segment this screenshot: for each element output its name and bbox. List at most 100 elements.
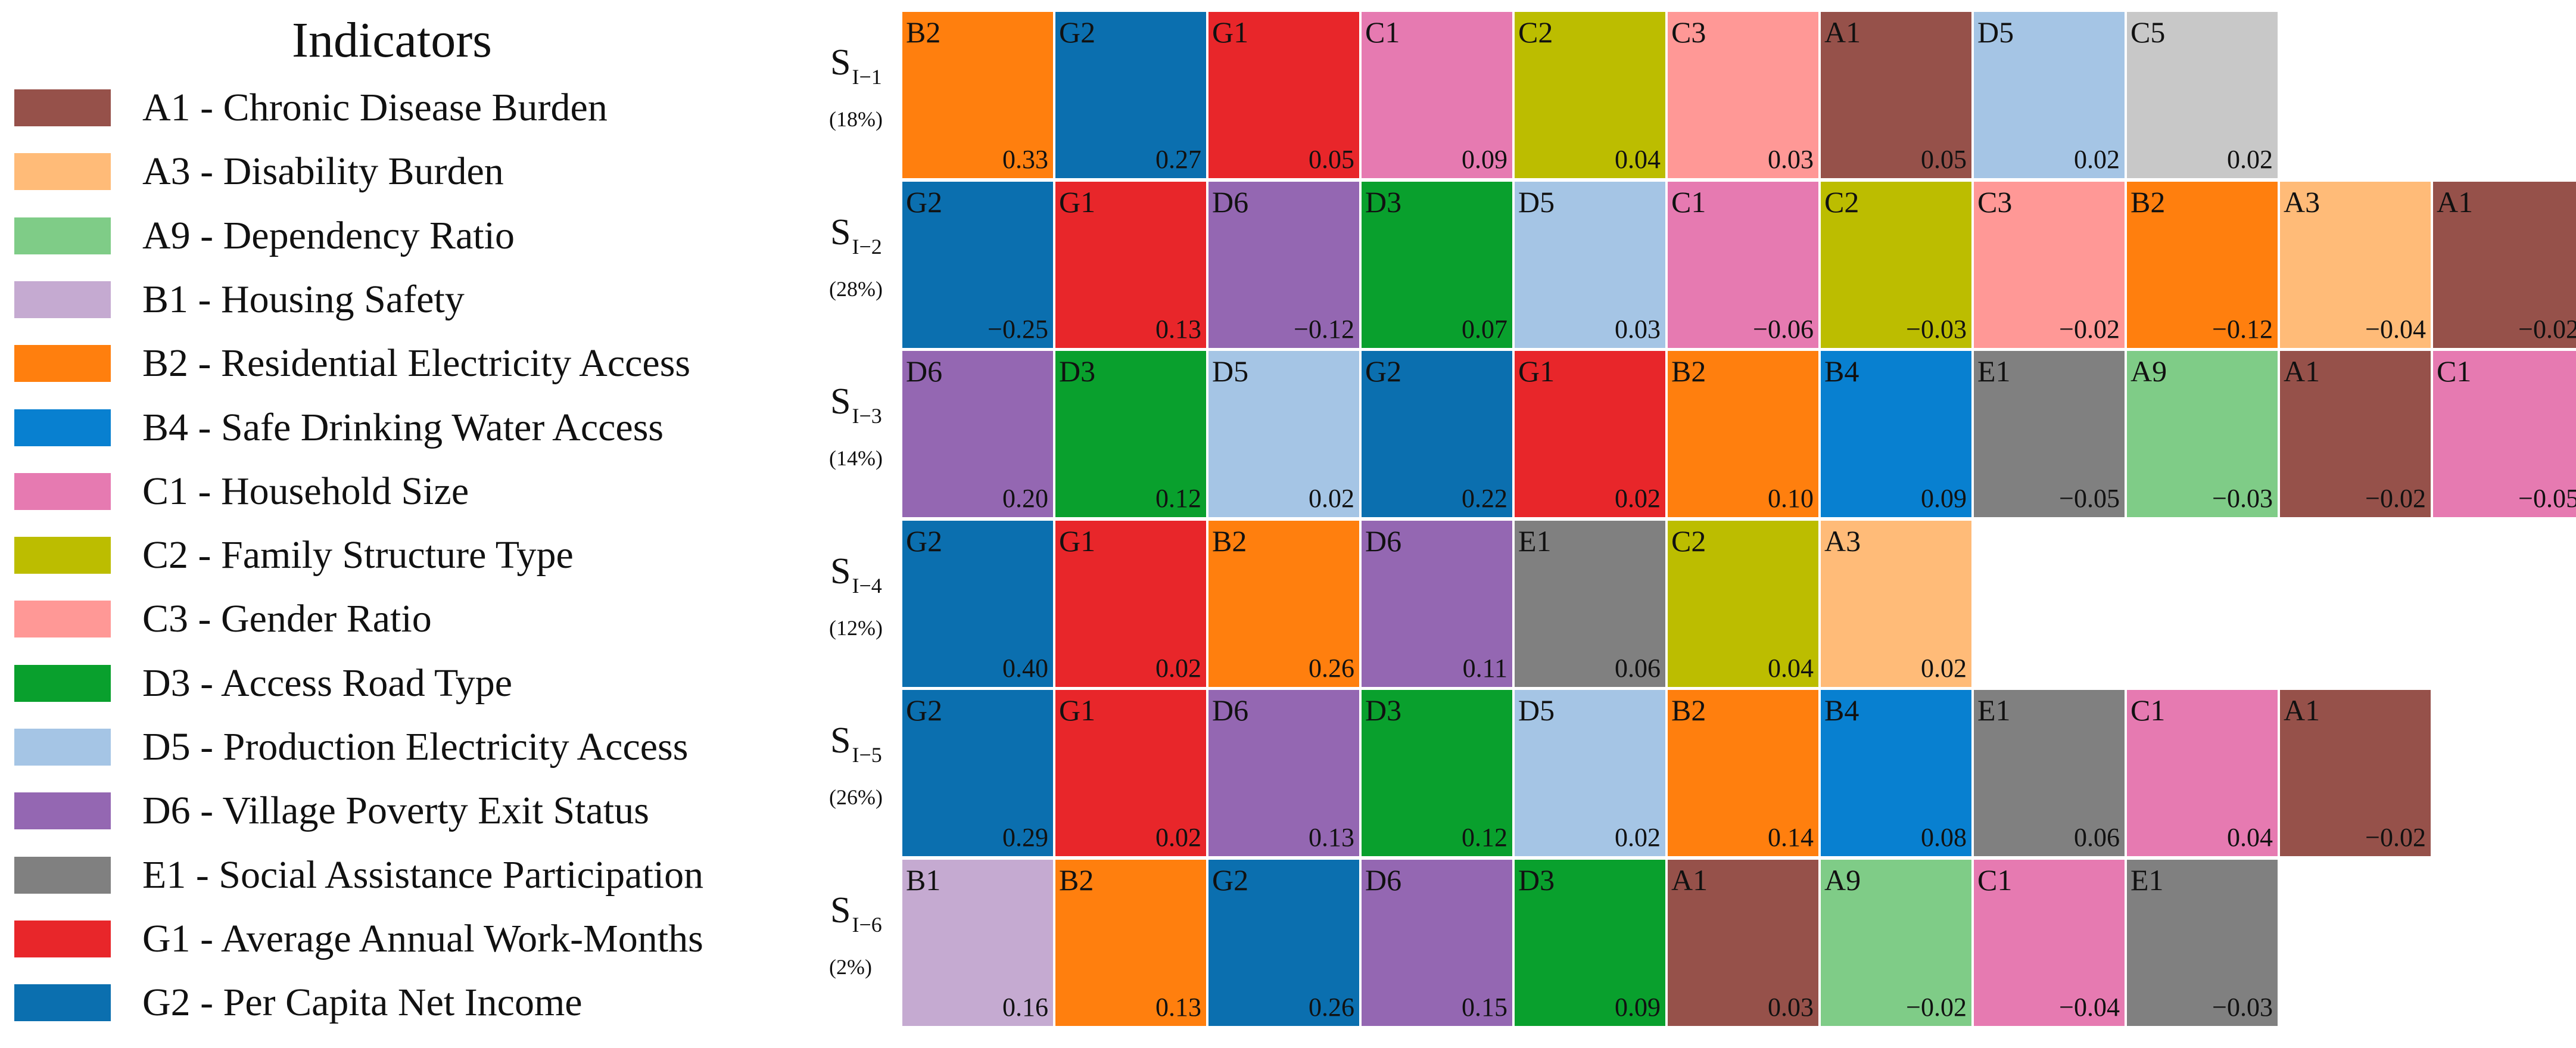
tile-code: D3	[1518, 863, 1555, 897]
legend-label: E1 - Social Assistance Participation	[142, 853, 704, 897]
tile-code: C5	[2130, 15, 2166, 49]
heatmap-tile: B2 −0.12	[2126, 180, 2279, 349]
tile-value: 0.16	[1002, 992, 1048, 1022]
tile-value: 0.40	[1002, 653, 1048, 683]
heatmap-tile: A3 −0.04	[2279, 180, 2432, 349]
legend-label: A3 - Disability Burden	[142, 150, 504, 194]
tile-code: C1	[2437, 354, 2472, 388]
tile-value: −0.06	[1753, 314, 1814, 344]
tile-value: 0.02	[1155, 653, 1201, 683]
tile-code: B1	[906, 863, 941, 897]
tile-code: B2	[1671, 694, 1706, 727]
heatmap-tile: G1 0.13	[1054, 180, 1207, 349]
legend-label: A1 - Chronic Disease Burden	[142, 86, 608, 129]
row-share: (2%)	[829, 954, 872, 979]
tile-code: G1	[1518, 354, 1555, 388]
heatmap-tile: D5 0.02	[1207, 350, 1360, 518]
heatmap-tile: C1 0.09	[1360, 11, 1513, 179]
heatmap-tile: C1 −0.04	[1973, 858, 2126, 1027]
heatmap-tile: G2 0.26	[1207, 858, 1360, 1027]
tile-code: C1	[2130, 694, 2166, 727]
tile-value: 0.06	[2074, 823, 2120, 852]
heatmap-tile: D3 0.12	[1054, 350, 1207, 518]
tile-value: 0.12	[1462, 823, 1507, 852]
heatmap-tile: A1 −0.02	[2279, 689, 2432, 857]
tile-code: D5	[1518, 185, 1555, 219]
tile-value: 0.02	[1615, 484, 1661, 513]
legend-label: B4 - Safe Drinking Water Access	[142, 405, 664, 449]
heatmap-tile: A1 −0.02	[2432, 180, 2576, 349]
tile-code: D6	[1212, 694, 1249, 727]
tile-code: G2	[1212, 863, 1249, 897]
tile-value: 0.13	[1155, 314, 1201, 344]
heatmap-tile: E1 −0.03	[2126, 858, 2279, 1027]
tile-value: −0.12	[1294, 314, 1354, 344]
legend-swatch	[14, 920, 111, 957]
heatmap-tile: C2 0.04	[1667, 519, 1820, 688]
row-name-subscript: I−5	[852, 743, 882, 767]
tile-code: G2	[1365, 354, 1402, 388]
tile-value: −0.05	[2059, 484, 2120, 513]
legend-swatch	[14, 153, 111, 191]
tile-code: C1	[1977, 863, 2013, 897]
tile-code: D6	[906, 354, 943, 388]
tile-code: C2	[1518, 15, 1553, 49]
heatmap-tile: D5 0.02	[1513, 689, 1667, 857]
tile-code: C3	[1977, 185, 2013, 219]
legend-label: D3 - Access Road Type	[142, 661, 513, 705]
tile-value: −0.12	[2212, 314, 2273, 344]
tile-value: −0.02	[1906, 992, 1967, 1022]
legend-item: G1 - Average Annual Work-Months	[14, 917, 806, 984]
row-name-main: S	[830, 42, 851, 83]
legend-title: Indicators	[292, 13, 492, 68]
tile-value: −0.25	[988, 314, 1048, 344]
legend-swatch	[14, 409, 111, 446]
legend-swatch	[14, 729, 111, 766]
tile-value: 0.11	[1462, 653, 1507, 683]
row-name-main: S	[830, 720, 851, 761]
tile-value: 0.12	[1155, 484, 1201, 513]
row-name-main: S	[830, 381, 851, 422]
tile-code: D5	[1212, 354, 1249, 388]
tile-value: 0.13	[1309, 823, 1354, 852]
legend-label: G2 - Per Capita Net Income	[142, 981, 583, 1025]
tile-code: B2	[906, 15, 941, 49]
tile-code: E1	[2130, 863, 2164, 897]
tile-value: −0.04	[2365, 314, 2426, 344]
row-name: SI−6	[830, 890, 882, 937]
tile-value: −0.02	[2059, 314, 2120, 344]
tile-value: 0.15	[1462, 992, 1507, 1022]
legend-label: C2 - Family Structure Type	[142, 533, 574, 577]
heatmap-tile: D6 0.15	[1360, 858, 1513, 1027]
heatmap-tile: C3 0.03	[1667, 11, 1820, 179]
tile-code: G1	[1059, 694, 1096, 727]
legend-item: C1 - Household Size	[14, 469, 806, 537]
heatmap-tile: B2 0.10	[1667, 350, 1820, 518]
legend-swatch	[14, 281, 111, 318]
tile-code: B2	[2130, 185, 2166, 219]
heatmap-tile: G2 0.27	[1054, 11, 1207, 179]
tile-code: E1	[1518, 524, 1552, 558]
row-name-subscript: I−4	[852, 573, 882, 598]
tile-code: B4	[1824, 694, 1859, 727]
tile-value: 0.13	[1155, 992, 1201, 1022]
row-name-subscript: I−6	[852, 912, 882, 937]
heatmap-tile: D6 0.13	[1207, 689, 1360, 857]
tile-value: 0.02	[1615, 823, 1661, 852]
tile-value: 0.02	[2074, 145, 2120, 174]
heatmap-tile: D6 0.11	[1360, 519, 1513, 688]
legend-item: A3 - Disability Burden	[14, 150, 806, 217]
row-name: SI−5	[830, 720, 882, 767]
legend-item: G2 - Per Capita Net Income	[14, 981, 806, 1048]
tile-value: 0.03	[1768, 145, 1814, 174]
legend-swatch	[14, 472, 111, 510]
tile-code: C1	[1365, 15, 1400, 49]
legend-swatch	[14, 217, 111, 254]
row-share: (28%)	[829, 276, 883, 301]
heatmap-tile: A1 0.03	[1667, 858, 1820, 1027]
tile-code: C2	[1671, 524, 1706, 558]
tile-code: D3	[1059, 354, 1096, 388]
row-name-subscript: I−1	[852, 65, 882, 89]
tile-code: D3	[1365, 694, 1402, 727]
